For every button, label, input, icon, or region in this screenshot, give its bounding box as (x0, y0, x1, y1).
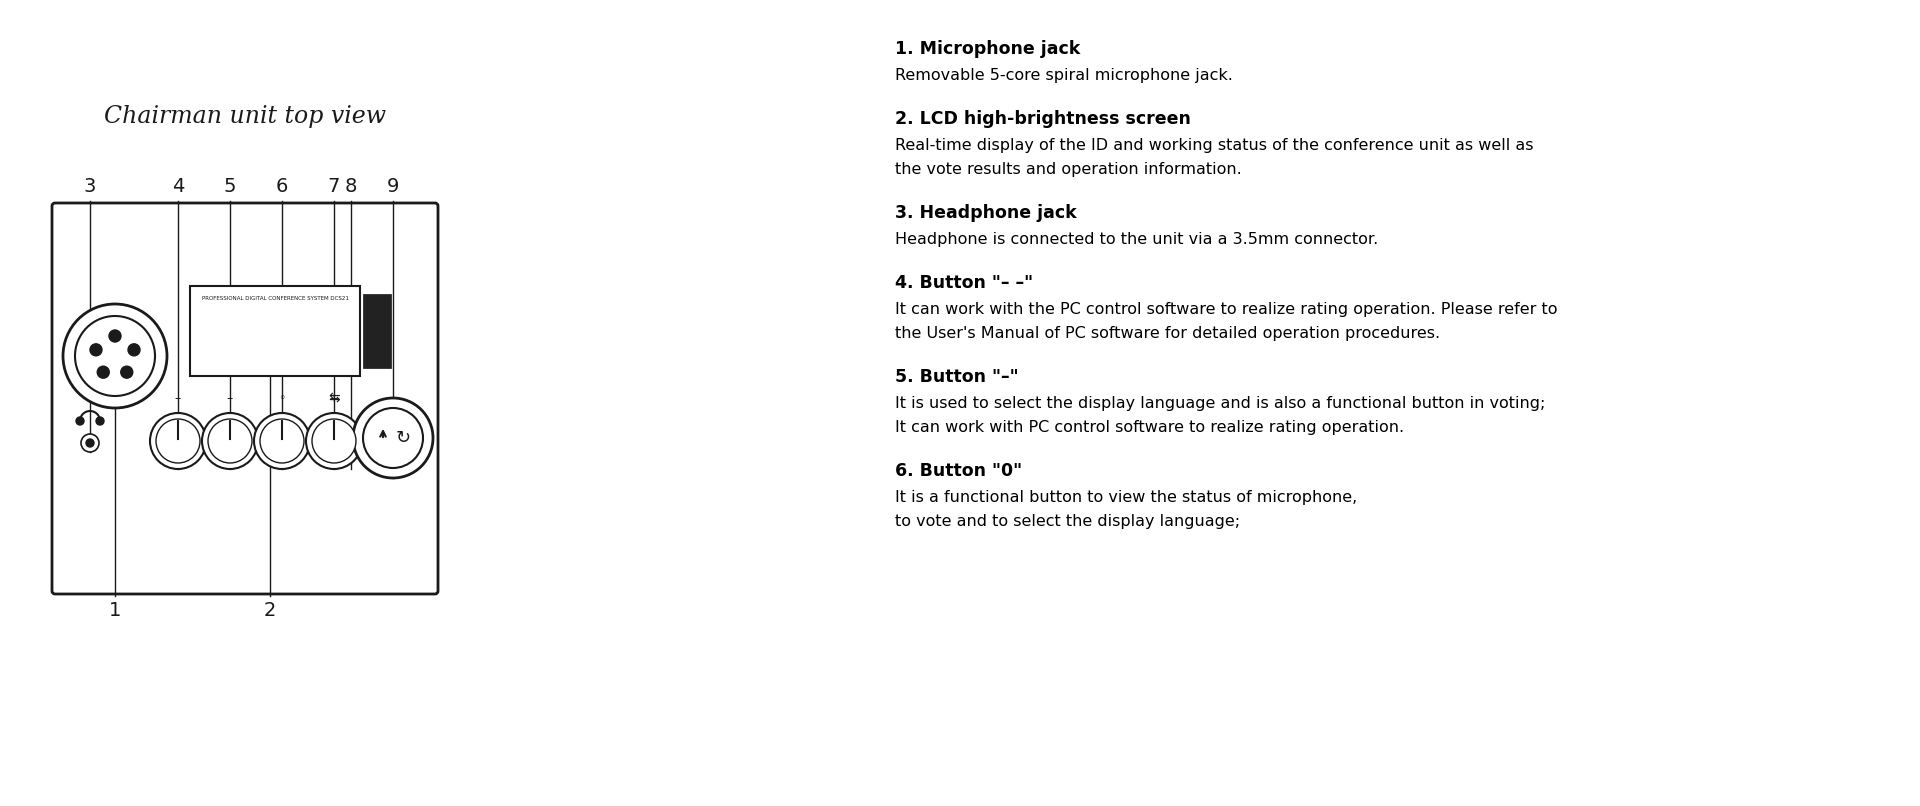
Text: 4: 4 (171, 177, 184, 196)
Text: 6. Button "0": 6. Button "0" (895, 462, 1021, 480)
Text: Headphone is connected to the unit via a 3.5mm connector.: Headphone is connected to the unit via a… (895, 232, 1379, 247)
Circle shape (81, 434, 100, 452)
Circle shape (353, 398, 434, 478)
Text: ↻: ↻ (396, 429, 411, 447)
Circle shape (129, 344, 140, 355)
Text: 5: 5 (225, 177, 236, 196)
Text: the User's Manual of PC software for detailed operation procedures.: the User's Manual of PC software for det… (895, 326, 1440, 341)
Circle shape (109, 330, 121, 342)
Text: It is a functional button to view the status of microphone,: It is a functional button to view the st… (895, 490, 1357, 505)
Text: 2: 2 (263, 601, 276, 621)
Circle shape (86, 439, 94, 447)
Text: to vote and to select the display language;: to vote and to select the display langua… (895, 514, 1240, 529)
Circle shape (96, 417, 104, 425)
Text: It can work with the PC control software to realize rating operation. Please ref: It can work with the PC control software… (895, 302, 1557, 317)
Text: –: – (175, 392, 180, 405)
Circle shape (253, 413, 309, 469)
Text: 1: 1 (109, 601, 121, 621)
Text: It is used to select the display language and is also a functional button in vot: It is used to select the display languag… (895, 396, 1546, 411)
Circle shape (311, 419, 355, 463)
Text: ⇆: ⇆ (328, 391, 340, 405)
Bar (363, 294, 392, 368)
Text: 7: 7 (328, 177, 340, 196)
Text: 1. Microphone jack: 1. Microphone jack (895, 40, 1081, 58)
Circle shape (156, 419, 200, 463)
Circle shape (90, 344, 102, 355)
Text: It can work with PC control software to realize rating operation.: It can work with PC control software to … (895, 420, 1404, 435)
Circle shape (305, 413, 363, 469)
Text: 4. Button "– –": 4. Button "– –" (895, 274, 1033, 292)
Text: 9: 9 (386, 177, 399, 196)
Text: Removable 5-core spiral microphone jack.: Removable 5-core spiral microphone jack. (895, 68, 1233, 83)
Text: 8: 8 (346, 177, 357, 196)
Text: the vote results and operation information.: the vote results and operation informati… (895, 162, 1242, 177)
Text: 3: 3 (84, 177, 96, 196)
Text: Real-time display of the ID and working status of the conference unit as well as: Real-time display of the ID and working … (895, 138, 1534, 153)
Bar (190, 286, 361, 376)
Circle shape (75, 316, 156, 396)
Text: +: + (328, 392, 340, 405)
Text: Chairman unit top view: Chairman unit top view (104, 105, 386, 127)
Circle shape (121, 366, 132, 378)
Circle shape (363, 408, 422, 468)
Text: PROFESSIONAL DIGITAL CONFERENCE SYSTEM DCS21: PROFESSIONAL DIGITAL CONFERENCE SYSTEM D… (202, 296, 348, 301)
Circle shape (202, 413, 257, 469)
Text: ◦: ◦ (278, 392, 286, 405)
Text: 6: 6 (276, 177, 288, 196)
Text: 3. Headphone jack: 3. Headphone jack (895, 204, 1077, 222)
Circle shape (98, 366, 109, 378)
Circle shape (77, 417, 84, 425)
Circle shape (63, 304, 167, 408)
Text: –: – (227, 392, 232, 405)
Text: 2. LCD high-brightness screen: 2. LCD high-brightness screen (895, 110, 1190, 128)
Text: 5. Button "–": 5. Button "–" (895, 368, 1020, 386)
Circle shape (259, 419, 303, 463)
Circle shape (150, 413, 205, 469)
Circle shape (207, 419, 252, 463)
FancyBboxPatch shape (52, 203, 438, 594)
